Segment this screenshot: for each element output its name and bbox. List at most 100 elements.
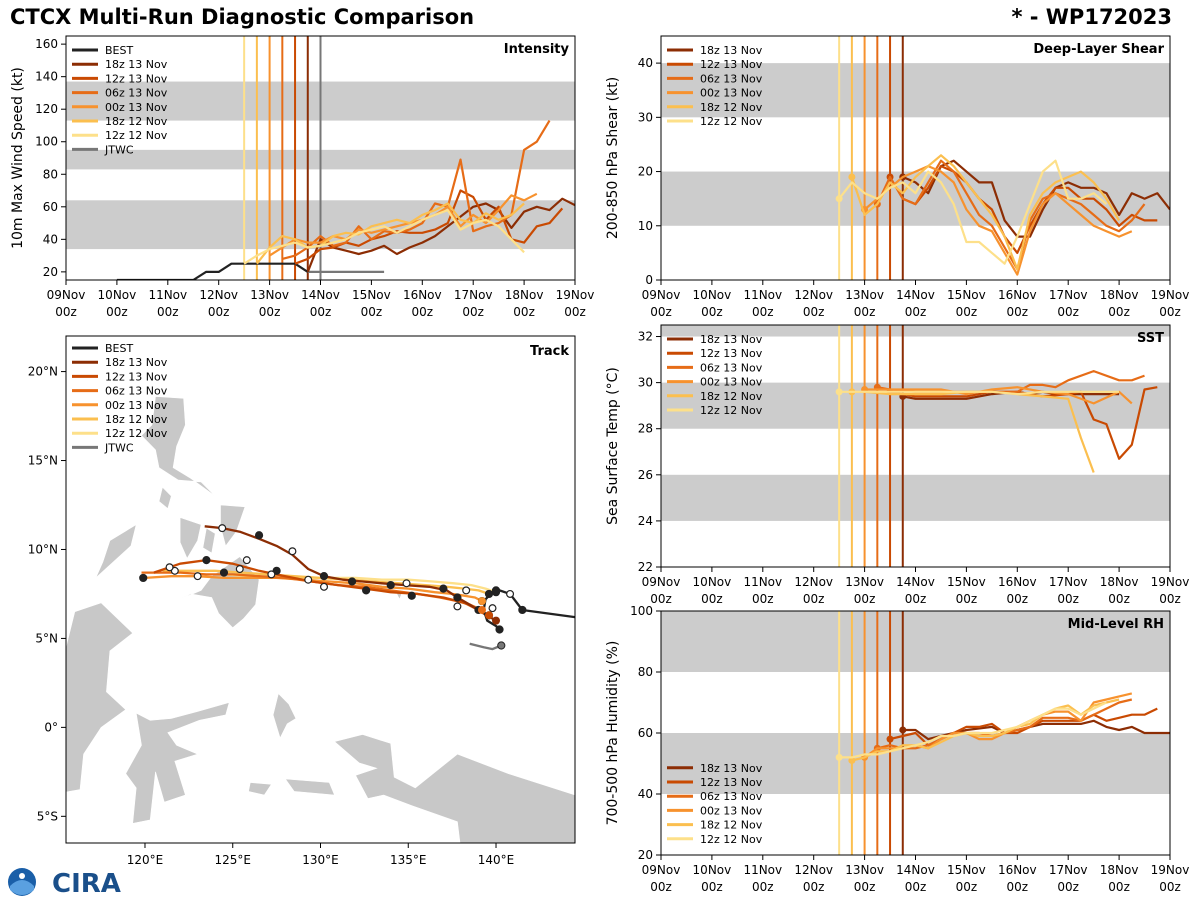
sst-xtick-label: 00z [1007,592,1029,606]
shear-series-18z-13-Nov [902,159,1170,238]
land-new-guinea [333,734,575,843]
land-samar-leyte [220,504,246,547]
shear-xtick-label: 19Nov [1151,288,1190,302]
rh-xtick-label: 11Nov [743,863,782,877]
shear-xtick-label: 10Nov [693,288,732,302]
intensity-ytick-label: 120 [35,102,58,116]
sst-series-00z-13-Nov [864,386,1133,405]
shear-xtick-label: 00z [854,305,876,319]
land-buru [248,782,272,796]
track-series-JTWC [469,642,502,651]
intensity-ytick-label: 100 [35,135,58,149]
intensity-xtick-label: 00z [412,305,434,319]
shear-plot-area [661,36,1170,280]
intensity-ytick-label: 140 [35,70,58,84]
intensity-legend-label: 12z 13 Nov [105,72,168,85]
rh-xtick-label: 16Nov [998,863,1037,877]
shear-xtick-label: 18Nov [1100,288,1139,302]
track-init-point-00z-13-Nov [477,597,486,606]
sst-legend-label: 12z 13 Nov [700,347,763,360]
intensity-ytick-label: 60 [43,200,58,214]
rh-legend-label: 12z 12 Nov [700,833,763,846]
shear-xtick-label: 16Nov [998,288,1037,302]
rh-xtick-label: 09Nov [642,863,681,877]
shear-legend-label: 06z 13 Nov [700,72,763,85]
sst-xtick-label: 00z [650,592,672,606]
land-panay-negros [179,517,202,560]
track-xtick-label: 140°E [478,853,515,867]
noaa-bird-icon [19,873,25,879]
intensity-xtick-label: 18Nov [505,288,544,302]
intensity-ylabel: 10m Max Wind Speed (kt) [10,67,26,249]
shear-band-1 [661,63,1170,118]
rh-xtick-label: 00z [752,880,774,894]
land-palawan [95,523,137,579]
intensity-xtick-label: 17Nov [454,288,493,302]
track-panel: 120°E 125°E 130°E 135°E 140°E 5°S 0° 5°N 10°N 15°… [28,335,576,867]
sst-band-0 [661,474,1170,521]
sst-ylabel: Sea Surface Temp (°C) [605,367,621,525]
sst-xtick-label: 11Nov [743,575,782,589]
rh-legend-label: 18z 13 Nov [700,762,763,775]
rh-ytick-label: 40 [638,787,653,801]
shear-xtick-label: 17Nov [1049,288,1088,302]
sst-xtick-label: 00z [701,592,723,606]
shear-xtick-label: 00z [956,305,978,319]
track-open-point-00z-13-Nov [304,575,313,584]
track-open-point-BEST [506,589,515,598]
intensity-ytick-label: 160 [35,37,58,51]
rh-init-point-18z-12-Nov [848,756,856,764]
track-point-BEST [491,586,501,595]
shear-ylabel: 200-850 hPa Shear (kt) [605,77,621,239]
shear-ytick-label: 30 [638,110,653,124]
sst-ytick-label: 28 [638,422,653,436]
rh-ytick-label: 100 [630,604,653,618]
rh-xtick-label: 14Nov [896,863,935,877]
intensity-series-BEST [116,262,309,280]
track-point-12z-13-Nov [407,591,416,600]
intensity-legend-label: 06z 13 Nov [105,87,168,100]
intensity-series-18z-12-Nov [256,202,525,265]
rh-panel: 20 40 60 80 100 09Nov 00z 10Nov 00z 11Nov 00z 12Nov… [605,604,1189,894]
shear-panel: 0 10 20 30 40 09Nov 00z 10Nov 00z 11Nov 00z 12Nov 00… [605,35,1190,319]
rh-ytick-label: 80 [638,665,653,679]
shear-title: Deep-Layer Shear [1033,42,1164,57]
storm-id: * - WP172023 [1011,5,1172,29]
track-point-BEST [518,605,527,615]
shear-series-12z-12-Nov [838,159,1108,265]
track-point-00z-13-Nov [139,573,148,583]
track-init-point-06z-13-Nov [477,605,486,614]
sst-panel: 22 24 26 28 30 32 09Nov 00z 10Nov 00z 11Nov 00z 12No… [605,324,1190,606]
rh-legend-label: 00z 13 Nov [700,804,763,817]
intensity-legend-label: 18z 13 Nov [105,58,168,71]
sst-xtick-label: 00z [854,592,876,606]
intensity-xtick-label: 00z [208,305,230,319]
rh-band-0 [661,733,1170,794]
track-legend-label: BEST [105,342,133,355]
shear-legend-label: 12z 13 Nov [700,58,763,71]
rh-init-point-18z-13-Nov [899,726,907,734]
shear-xtick-label: 00z [1057,305,1079,319]
track-open-point-18z-12-Nov [235,565,244,574]
rh-xtick-label: 19Nov [1151,863,1190,877]
track-open-point-BEST [488,604,497,613]
track-point-BEST [495,625,504,634]
sst-xtick-label: 19Nov [1151,575,1190,589]
track-point-18z-13-Nov [319,572,329,581]
shear-xtick-label: 15Nov [947,288,986,302]
shear-xtick-label: 00z [1108,305,1130,319]
track-point-00z-13-Nov [219,568,229,577]
land-luzon [141,396,216,497]
rh-xtick-label: 00z [1108,880,1130,894]
track-open-point-18z-13-Nov [453,602,462,611]
sst-xtick-label: 00z [1159,592,1181,606]
track-title: Track [530,344,569,359]
rh-xtick-label: 15Nov [947,863,986,877]
track-xtick-label: 120°E [127,853,164,867]
track-open-point-06z-13-Nov [193,572,202,581]
sst-xtick-label: 00z [803,592,825,606]
shear-xtick-label: 00z [905,305,927,319]
track-series-00z-13-Nov [144,575,483,603]
track-plot-area [66,396,575,843]
track-open-point-00z-13-Nov [267,570,276,579]
